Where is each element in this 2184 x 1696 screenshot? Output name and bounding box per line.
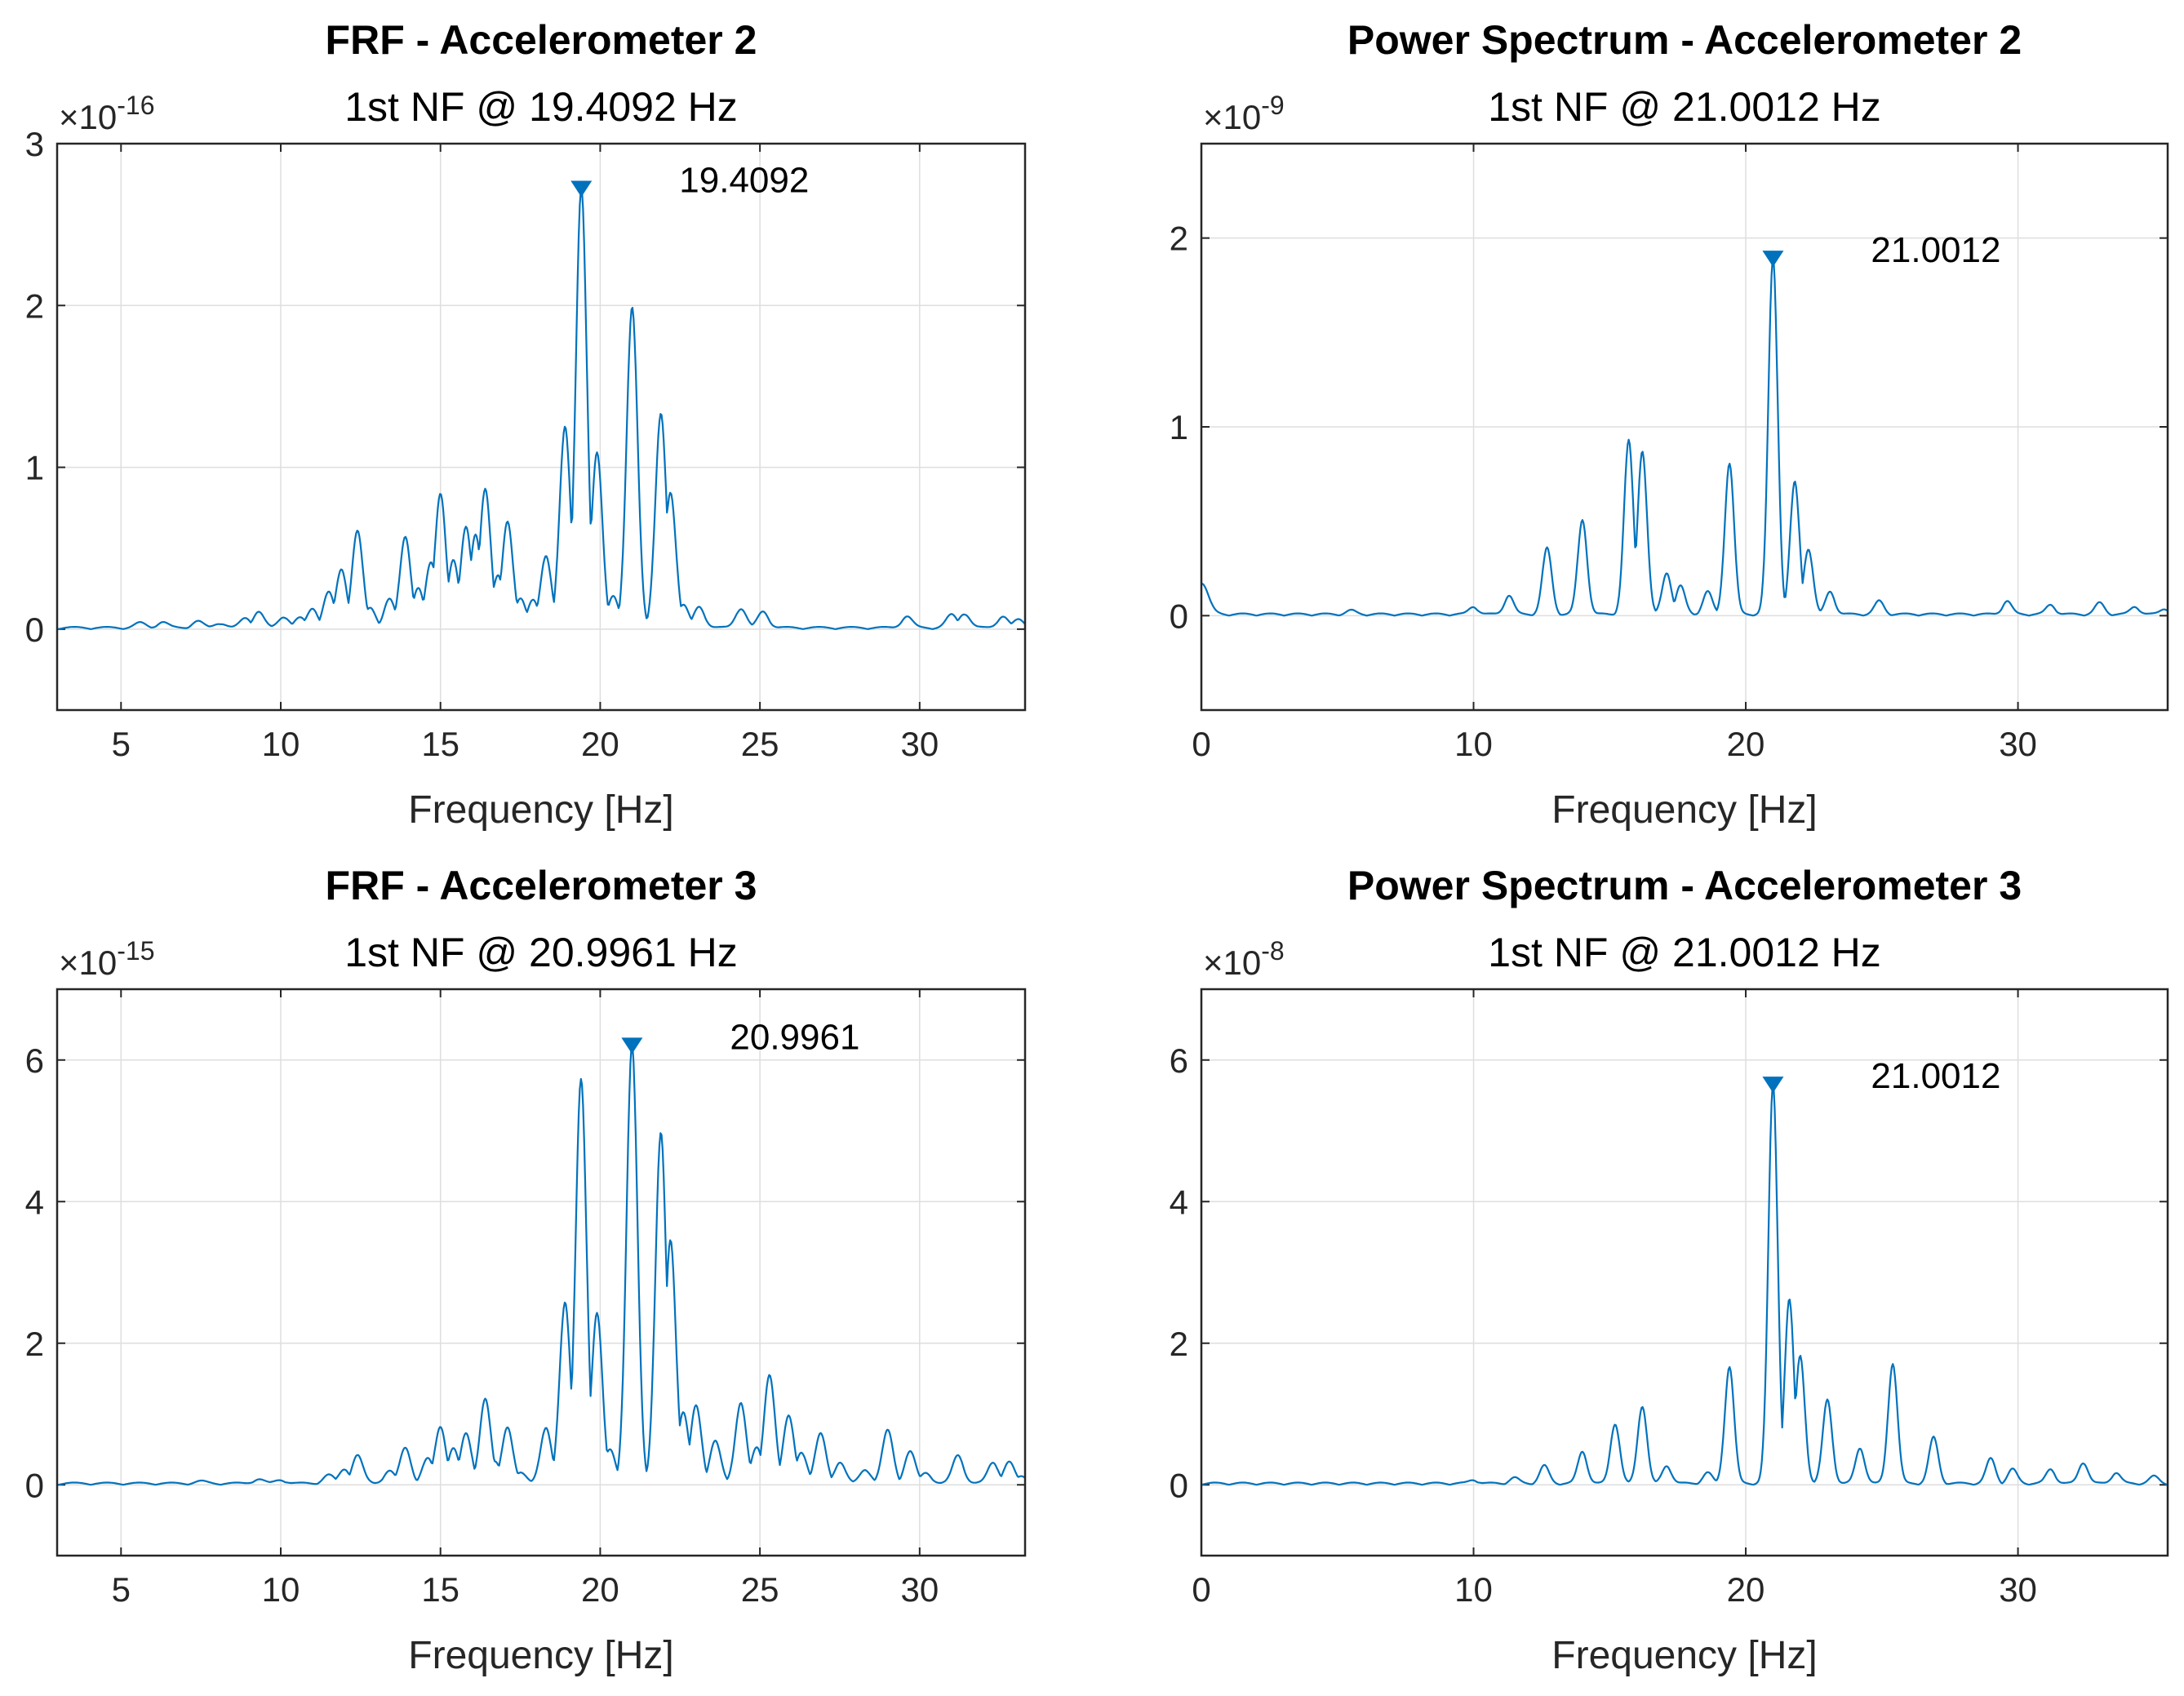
- axes-frame: [1200, 142, 2169, 712]
- series-line: [1201, 257, 2168, 617]
- x-tick-label: 30: [900, 725, 939, 763]
- x-tick-label: 20: [581, 725, 619, 763]
- x-tick-label: 30: [1999, 725, 2037, 763]
- x-tick-label: 20: [1727, 1570, 1765, 1609]
- tick-labels: 0 10 20 30 0 1 2: [1170, 220, 2037, 763]
- y-tick-label: 0: [1170, 1466, 1188, 1504]
- y-tick-label: 0: [25, 1466, 44, 1504]
- chart-title: FRF - Accelerometer 3: [326, 863, 757, 908]
- x-tick-label: 30: [1999, 1570, 2037, 1609]
- chart-subtitle: 1st NF @ 21.0012 Hz: [1488, 84, 1881, 130]
- x-tick-label: 0: [1192, 1570, 1210, 1609]
- x-axis-label: Frequency [Hz]: [1551, 1634, 1817, 1677]
- x-tick-label: 10: [1454, 725, 1493, 763]
- y-tick-label: 2: [1170, 1325, 1188, 1363]
- axes-frame: [55, 988, 1027, 1557]
- peak-marker: [1762, 251, 1784, 268]
- y-tick-label: 0: [1170, 597, 1188, 635]
- y-tick-label: 2: [25, 1325, 44, 1363]
- grid-lines: [1201, 144, 2168, 710]
- x-tick-label: 10: [262, 1570, 300, 1609]
- axes-frame: [1200, 988, 2169, 1557]
- peak-marker-group: 20.9961: [621, 1017, 859, 1057]
- y-tick-label: 2: [25, 286, 44, 325]
- series-line: [1201, 1084, 2168, 1486]
- svg-text:×10-16: ×10-16: [59, 91, 155, 136]
- peak-marker: [1762, 1077, 1784, 1094]
- x-tick-label: 15: [421, 725, 459, 763]
- multiplier-base: ×10: [1203, 98, 1261, 136]
- chart-subtitle: 1st NF @ 20.9961 Hz: [344, 930, 738, 975]
- y-multiplier: ×10-8: [1203, 936, 1285, 982]
- chart-panel-power-spectrum-accelerometer-2: Power Spectrum - Accelerometer 2 1st NF …: [1170, 17, 2169, 832]
- y-tick-label: 2: [1170, 220, 1188, 258]
- y-tick-label: 3: [25, 125, 44, 163]
- chart-subtitle: 1st NF @ 21.0012 Hz: [1488, 930, 1881, 975]
- y-tick-label: 6: [25, 1041, 44, 1080]
- y-tick-label: 0: [25, 610, 44, 649]
- chart-subtitle: 1st NF @ 19.4092 Hz: [344, 84, 738, 130]
- multiplier-exponent: -9: [1261, 91, 1284, 120]
- series-line: [56, 189, 1026, 630]
- chart-panel-frf-accelerometer-3: FRF - Accelerometer 3 1st NF @ 20.9961 H…: [25, 863, 1027, 1677]
- y-multiplier: ×10-9: [1203, 91, 1285, 136]
- x-tick-label: 20: [581, 1570, 619, 1609]
- x-axis-label: Frequency [Hz]: [408, 1634, 673, 1677]
- tick-labels: 5 10 15 20 25 30 0 1 2 3: [25, 125, 939, 763]
- x-axis-label: Frequency [Hz]: [408, 788, 673, 832]
- svg-text:×10-15: ×10-15: [59, 936, 155, 982]
- series-line: [56, 1045, 1026, 1486]
- chart-title: Power Spectrum - Accelerometer 3: [1347, 863, 2022, 908]
- x-tick-label: 5: [112, 1570, 131, 1609]
- chart-title: Power Spectrum - Accelerometer 2: [1347, 17, 2022, 63]
- peak-label: 21.0012: [1871, 230, 2000, 270]
- peak-label: 19.4092: [679, 161, 809, 201]
- x-tick-label: 15: [421, 1570, 459, 1609]
- multiplier-exponent: -16: [117, 91, 154, 120]
- peak-label: 20.9961: [730, 1017, 859, 1057]
- peak-label: 21.0012: [1871, 1056, 2000, 1096]
- peak-marker-group: 21.0012: [1762, 230, 2000, 270]
- y-tick-label: 1: [25, 449, 44, 487]
- multiplier-base: ×10: [1203, 943, 1261, 982]
- y-tick-label: 4: [25, 1183, 44, 1221]
- svg-text:×10-8: ×10-8: [1203, 936, 1285, 982]
- y-tick-label: 6: [1170, 1041, 1188, 1080]
- chart-panel-frf-accelerometer-2: FRF - Accelerometer 2 1st NF @ 19.4092 H…: [25, 17, 1027, 832]
- svg-text:×10-9: ×10-9: [1203, 91, 1285, 136]
- x-tick-label: 25: [741, 1570, 779, 1609]
- tick-labels: 5 10 15 20 25 30 0 2 4 6: [25, 1041, 939, 1609]
- multiplier-base: ×10: [59, 98, 117, 136]
- chart-panel-power-spectrum-accelerometer-3: Power Spectrum - Accelerometer 3 1st NF …: [1170, 863, 2169, 1677]
- x-tick-label: 0: [1192, 725, 1210, 763]
- x-tick-label: 5: [112, 725, 131, 763]
- x-tick-label: 10: [1454, 1570, 1493, 1609]
- multiplier-exponent: -8: [1261, 936, 1284, 966]
- y-tick-label: 1: [1170, 408, 1188, 446]
- grid-lines: [57, 143, 1025, 710]
- chart-title: FRF - Accelerometer 2: [326, 17, 757, 63]
- multiplier-exponent: -15: [117, 936, 154, 966]
- axes-frame: [55, 142, 1027, 712]
- y-multiplier: ×10-15: [59, 936, 155, 982]
- peak-marker: [621, 1037, 643, 1054]
- x-tick-label: 10: [262, 725, 300, 763]
- grid-lines: [1201, 989, 2168, 1556]
- tick-labels: 0 10 20 30 0 2 4 6: [1170, 1041, 2037, 1609]
- x-tick-label: 20: [1727, 725, 1765, 763]
- x-tick-label: 30: [900, 1570, 939, 1609]
- x-tick-label: 25: [741, 725, 779, 763]
- y-multiplier: ×10-16: [59, 91, 155, 136]
- peak-marker: [570, 180, 593, 198]
- peak-marker-group: 19.4092: [570, 161, 809, 201]
- peak-marker-group: 21.0012: [1762, 1056, 2000, 1096]
- y-tick-label: 4: [1170, 1183, 1188, 1221]
- grid-lines: [57, 989, 1025, 1556]
- multiplier-base: ×10: [59, 943, 117, 982]
- x-axis-label: Frequency [Hz]: [1551, 788, 1817, 832]
